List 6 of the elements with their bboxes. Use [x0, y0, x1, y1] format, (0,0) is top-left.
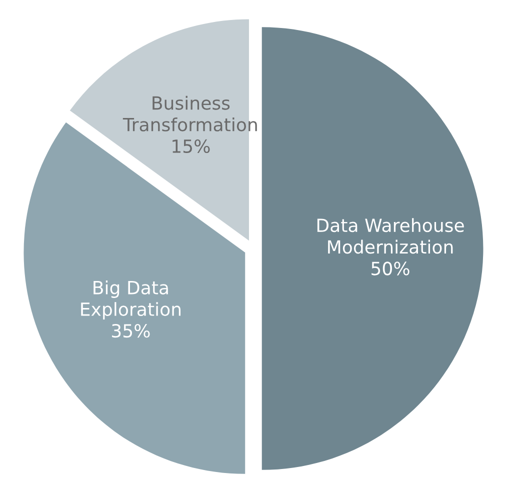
- slice-label: Business Transformation: [122, 96, 257, 132]
- slice-label: Data Warehouse Modernization: [317, 218, 464, 254]
- data-label: 15%: [172, 139, 210, 154]
- data-label: 50%: [372, 262, 410, 276]
- data-label: 35%: [112, 324, 150, 338]
- slice-label: Big Data Exploration: [81, 280, 181, 320]
